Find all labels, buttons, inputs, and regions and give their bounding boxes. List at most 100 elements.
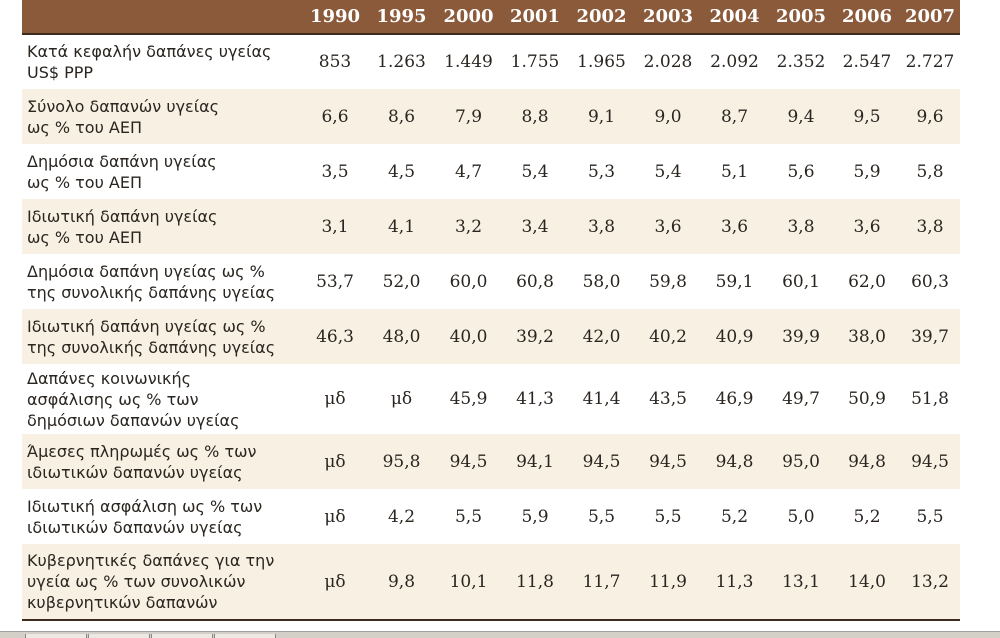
taskbar-button[interactable] xyxy=(88,634,150,638)
row-label-line: Δημόσια δαπάνη υγείας xyxy=(27,151,217,171)
value-cell-2003: 40,2 xyxy=(635,309,701,364)
value-cell-2001: 11,8 xyxy=(502,544,568,621)
row-label-line: Δαπάνες κοινωνικής xyxy=(27,368,192,388)
health-expenditure-table: 1990 1995 2000 2001 2002 2003 2004 2005 2006 2007… xyxy=(22,0,960,621)
value-cell-2004: 2.092 xyxy=(701,34,768,89)
value-cell-2001: 60,8 xyxy=(502,254,568,309)
row-label: Κυβερνητικές δαπάνες για την υγεία ως % τ… xyxy=(22,544,302,621)
value-cell-2006: 3,6 xyxy=(834,199,900,254)
table-header: 1990 1995 2000 2001 2002 2003 2004 2005 2006 2007 xyxy=(22,0,960,35)
row-label-line: κυβερνητικών δαπανών xyxy=(27,593,218,612)
row-label-line: Κυβερνητικές δαπάνες για την xyxy=(27,551,275,570)
value-cell-2001: 39,2 xyxy=(502,309,568,364)
value-cell-1990: 3,1 xyxy=(302,199,368,254)
year-header-1990: 1990 xyxy=(302,0,368,35)
value-cell-1995: 95,8 xyxy=(368,434,435,489)
value-cell-2001: 8,8 xyxy=(502,89,568,144)
value-cell-2006: 5,9 xyxy=(834,144,900,199)
value-cell-2006: 94,8 xyxy=(834,434,900,489)
value-cell-2002: 58,0 xyxy=(568,254,635,309)
table-row: Δημόσια δαπάνη υγείας ως % του ΑΕΠ 3,5 4,5 4… xyxy=(22,144,960,199)
year-header-2002: 2002 xyxy=(568,0,635,35)
value-cell-2005: 2.352 xyxy=(768,34,834,89)
table-row: Κυβερνητικές δαπάνες για την υγεία ως % τ… xyxy=(22,544,960,621)
value-cell-2003: 3,6 xyxy=(635,199,701,254)
value-cell-2005: 13,1 xyxy=(768,544,834,621)
year-header-2005: 2005 xyxy=(768,0,834,35)
year-header-2007: 2007 xyxy=(900,0,960,35)
value-cell-2007: 51,8 xyxy=(900,364,960,434)
value-cell-1995: 9,8 xyxy=(368,544,435,621)
value-cell-2002: 94,5 xyxy=(568,434,635,489)
value-cell-1990: μδ xyxy=(302,489,368,544)
value-cell-2000: 5,5 xyxy=(435,489,502,544)
table-row: Δημόσια δαπάνη υγείας ως % της συνολικής … xyxy=(22,254,960,309)
value-cell-2001: 5,4 xyxy=(502,144,568,199)
value-cell-1995: 4,5 xyxy=(368,144,435,199)
value-cell-2000: 40,0 xyxy=(435,309,502,364)
value-cell-2005: 3,8 xyxy=(768,199,834,254)
window-taskbar xyxy=(0,631,1000,638)
value-cell-2000: 45,9 xyxy=(435,364,502,434)
row-label-line: Ιδιωτική δαπάνη υγείας xyxy=(27,206,218,226)
value-cell-2003: 2.028 xyxy=(635,34,701,89)
value-cell-2005: 49,7 xyxy=(768,364,834,434)
value-cell-2000: 1.449 xyxy=(435,34,502,89)
row-label-line: ασφάλισης ως % των xyxy=(27,389,199,409)
value-cell-2006: 5,2 xyxy=(834,489,900,544)
value-cell-2002: 42,0 xyxy=(568,309,635,364)
row-label-line: της συνολικής δαπάνης υγείας xyxy=(27,337,276,357)
row-label-line: ως % του ΑΕΠ xyxy=(27,117,143,137)
value-cell-1995: 1.263 xyxy=(368,34,435,89)
taskbar-button[interactable] xyxy=(25,634,87,638)
value-cell-2000: 10,1 xyxy=(435,544,502,621)
value-cell-2002: 5,3 xyxy=(568,144,635,199)
value-cell-1990: 6,6 xyxy=(302,89,368,144)
value-cell-2007: 2.727 xyxy=(900,34,960,89)
value-cell-2004: 94,8 xyxy=(701,434,768,489)
row-label-line: Κατά κεφαλήν δαπάνες υγείας xyxy=(27,42,272,61)
value-cell-1990: 853 xyxy=(302,34,368,89)
value-cell-1990: 46,3 xyxy=(302,309,368,364)
row-label-line: ως % του ΑΕΠ xyxy=(27,172,143,192)
value-cell-1995: 4,1 xyxy=(368,199,435,254)
year-header-2003: 2003 xyxy=(635,0,701,35)
value-cell-1990: μδ xyxy=(302,364,368,434)
value-cell-2003: 59,8 xyxy=(635,254,701,309)
value-cell-2000: 4,7 xyxy=(435,144,502,199)
table-row: Ιδιωτική δαπάνη υγείας ως % της συνολικής… xyxy=(22,309,960,364)
value-cell-1995: 48,0 xyxy=(368,309,435,364)
value-cell-2006: 2.547 xyxy=(834,34,900,89)
value-cell-2004: 11,3 xyxy=(701,544,768,621)
table-row: Σύνολο δαπανών υγείας ως % του ΑΕΠ 6,6 8,6 7… xyxy=(22,89,960,144)
row-label-line: Ιδιωτική δαπάνη υγείας ως % xyxy=(27,316,266,336)
value-cell-2003: 43,5 xyxy=(635,364,701,434)
table-row: Ιδιωτική δαπάνη υγείας ως % του ΑΕΠ 3,1 4,1… xyxy=(22,199,960,254)
value-cell-2002: 5,5 xyxy=(568,489,635,544)
row-label-line: Δημόσια δαπάνη υγείας ως % xyxy=(27,261,265,281)
row-label-line: δημόσιων δαπανών υγείας xyxy=(27,410,240,430)
value-cell-1990: μδ xyxy=(302,434,368,489)
header-row: 1990 1995 2000 2001 2002 2003 2004 2005 2006 2007 xyxy=(22,0,960,35)
value-cell-2004: 59,1 xyxy=(701,254,768,309)
year-header-2001: 2001 xyxy=(502,0,568,35)
row-label: Άμεσες πληρωμές ως % των ιδιωτικών δαπανώ… xyxy=(22,434,302,489)
value-cell-2007: 94,5 xyxy=(900,434,960,489)
value-cell-2005: 5,6 xyxy=(768,144,834,199)
row-label-line: US$ PPP xyxy=(27,63,94,82)
value-cell-2002: 9,1 xyxy=(568,89,635,144)
year-header-2000: 2000 xyxy=(435,0,502,35)
value-cell-1990: 53,7 xyxy=(302,254,368,309)
taskbar-button[interactable] xyxy=(214,634,276,638)
value-cell-2000: 7,9 xyxy=(435,89,502,144)
row-label: Δαπάνες κοινωνικής ασφάλισης ως % των δημό… xyxy=(22,364,302,434)
year-header-2006: 2006 xyxy=(834,0,900,35)
value-cell-2005: 9,4 xyxy=(768,89,834,144)
taskbar-button[interactable] xyxy=(151,634,213,638)
value-cell-2001: 41,3 xyxy=(502,364,568,434)
value-cell-1995: 4,2 xyxy=(368,489,435,544)
value-cell-2007: 13,2 xyxy=(900,544,960,621)
value-cell-2001: 3,4 xyxy=(502,199,568,254)
value-cell-2006: 14,0 xyxy=(834,544,900,621)
